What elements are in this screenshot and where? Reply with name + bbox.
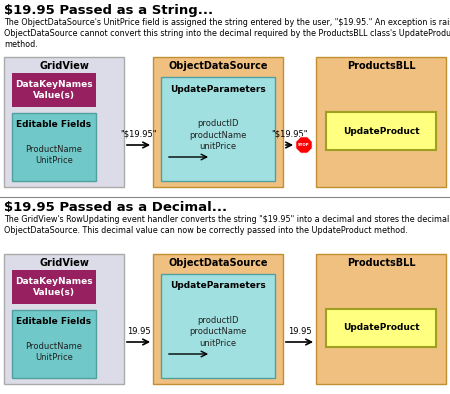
FancyBboxPatch shape [12, 270, 96, 304]
FancyBboxPatch shape [4, 254, 124, 384]
Text: UpdateProduct: UpdateProduct [343, 323, 419, 333]
Text: ProductName
UnitPrice: ProductName UnitPrice [26, 145, 82, 165]
FancyBboxPatch shape [12, 113, 96, 181]
Text: "$19.95": "$19.95" [271, 130, 308, 139]
FancyBboxPatch shape [161, 274, 275, 378]
Text: DataKeyNames
Value(s): DataKeyNames Value(s) [15, 277, 93, 297]
Text: 19.95: 19.95 [288, 327, 311, 336]
Text: STOP: STOP [298, 143, 310, 147]
Text: Editable Fields: Editable Fields [17, 316, 91, 325]
Text: $19.95 Passed as a String...: $19.95 Passed as a String... [4, 4, 213, 17]
Text: Editable Fields: Editable Fields [17, 119, 91, 128]
Text: ObjectDataSource: ObjectDataSource [168, 61, 268, 71]
FancyBboxPatch shape [316, 254, 446, 384]
Text: ProductsBLL: ProductsBLL [346, 61, 415, 71]
Text: productID
productName
unitPrice: productID productName unitPrice [189, 119, 247, 151]
FancyBboxPatch shape [326, 112, 436, 150]
Text: UpdateParameters: UpdateParameters [170, 84, 266, 93]
Polygon shape [296, 137, 312, 153]
FancyBboxPatch shape [4, 57, 124, 187]
Text: productID
productName
unitPrice: productID productName unitPrice [189, 316, 247, 348]
Text: UpdateParameters: UpdateParameters [170, 281, 266, 290]
Text: 19.95: 19.95 [127, 327, 150, 336]
FancyBboxPatch shape [12, 73, 96, 107]
FancyBboxPatch shape [161, 77, 275, 181]
Text: "$19.95": "$19.95" [120, 130, 157, 139]
Text: UpdateProduct: UpdateProduct [343, 126, 419, 136]
FancyBboxPatch shape [12, 310, 96, 378]
FancyBboxPatch shape [153, 57, 283, 187]
Text: GridView: GridView [39, 258, 89, 268]
FancyBboxPatch shape [316, 57, 446, 187]
Text: ProductsBLL: ProductsBLL [346, 258, 415, 268]
Text: The GridView's RowUpdating event handler converts the string "$19.95" into a dec: The GridView's RowUpdating event handler… [4, 215, 450, 235]
Text: The ObjectDataSource's UnitPrice field is assigned the string entered by the use: The ObjectDataSource's UnitPrice field i… [4, 18, 450, 49]
Text: DataKeyNames
Value(s): DataKeyNames Value(s) [15, 80, 93, 100]
FancyBboxPatch shape [326, 309, 436, 347]
Text: GridView: GridView [39, 61, 89, 71]
FancyBboxPatch shape [153, 254, 283, 384]
Text: ObjectDataSource: ObjectDataSource [168, 258, 268, 268]
Text: $19.95 Passed as a Decimal...: $19.95 Passed as a Decimal... [4, 201, 227, 214]
Text: ProductName
UnitPrice: ProductName UnitPrice [26, 342, 82, 362]
